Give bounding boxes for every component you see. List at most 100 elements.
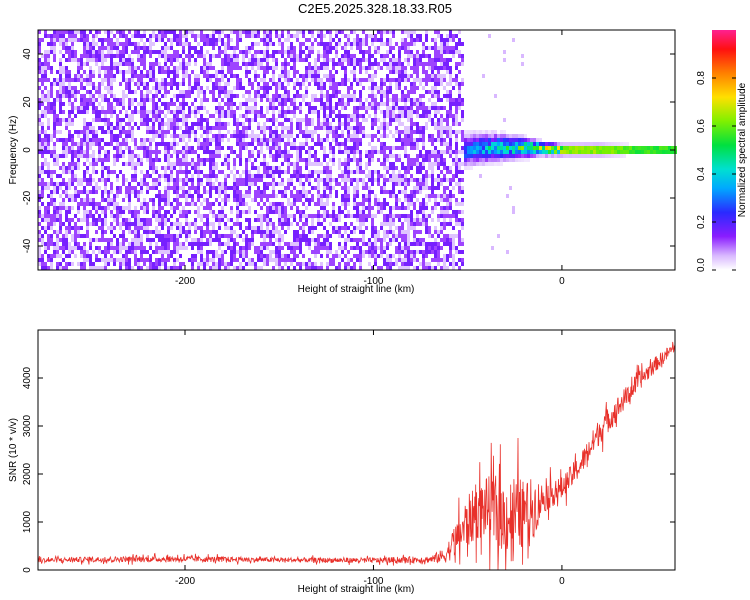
heatmap-cell: [323, 54, 326, 58]
heatmap-cell: [392, 170, 395, 174]
heatmap-cell: [146, 186, 149, 190]
heatmap-cell: [419, 126, 422, 130]
heatmap-cell: [218, 46, 221, 50]
heatmap-cell: [218, 258, 221, 262]
heatmap-cell: [194, 138, 197, 142]
heatmap-cell: [164, 202, 167, 206]
heatmap-cell: [371, 66, 374, 70]
heatmap-cell: [236, 66, 239, 70]
heatmap-cell: [248, 258, 251, 262]
heatmap-cell: [53, 114, 56, 118]
heatmap-cell: [167, 66, 170, 70]
heatmap-cell: [362, 114, 365, 118]
heatmap-cell: [65, 126, 68, 130]
heatmap-cell: [341, 106, 344, 110]
heatmap-cell: [266, 126, 269, 130]
heatmap-cell: [200, 66, 203, 70]
heatmap-cell: [248, 110, 251, 114]
heatmap-cell: [308, 202, 311, 206]
heatmap-cell: [410, 166, 413, 170]
heatmap-cell: [188, 50, 191, 54]
heatmap-cell: [152, 162, 155, 166]
heatmap-cell: [224, 86, 227, 90]
heatmap-cell: [326, 174, 329, 178]
heatmap-cell: [305, 102, 308, 106]
heatmap-cell: [170, 82, 173, 86]
heatmap-cell: [350, 126, 353, 130]
heatmap-cell: [146, 74, 149, 78]
heatmap-cell: [179, 246, 182, 250]
heatmap-cell: [416, 122, 419, 126]
heatmap-cell: [68, 230, 71, 234]
heatmap-cell: [209, 238, 212, 242]
heatmap-cell: [371, 38, 374, 42]
heatmap-cell: [254, 230, 257, 234]
heatmap-cell: [98, 178, 101, 182]
heatmap-cell: [182, 206, 185, 210]
heatmap-cell: [158, 182, 161, 186]
heatmap-cell: [59, 90, 62, 94]
heatmap-cell: [236, 82, 239, 86]
heatmap-cell: [326, 266, 329, 270]
heatmap-cell: [59, 206, 62, 210]
heatmap-cell: [128, 98, 131, 102]
heatmap-cell: [263, 158, 266, 162]
heatmap-cell: [146, 94, 149, 98]
heatmap-cell: [338, 114, 341, 118]
heatmap-cell: [380, 94, 383, 98]
heatmap-cell: [251, 226, 254, 230]
heatmap-cell: [314, 66, 317, 70]
heatmap-cell: [356, 62, 359, 66]
heatmap-cell: [155, 58, 158, 62]
heatmap-cell: [353, 230, 356, 234]
heatmap-cell: [68, 82, 71, 86]
heatmap-cell: [371, 178, 374, 182]
heatmap-cell: [251, 162, 254, 166]
heatmap-cell: [209, 182, 212, 186]
heatmap-cell: [326, 106, 329, 110]
heatmap-cell: [362, 194, 365, 198]
heatmap-cell: [269, 174, 272, 178]
heatmap-cell: [317, 234, 320, 238]
heatmap-cell: [344, 238, 347, 242]
heatmap-cell: [44, 94, 47, 98]
heatmap-cell: [71, 174, 74, 178]
heatmap-cell: [233, 74, 236, 78]
heatmap-cell: [233, 250, 236, 254]
heatmap-cell: [227, 226, 230, 230]
heatmap-cell: [362, 182, 365, 186]
heatmap-cell: [254, 210, 257, 214]
heatmap-cell: [242, 142, 245, 146]
heatmap-cell: [281, 194, 284, 198]
heatmap-cell: [50, 254, 53, 258]
heatmap-cell: [290, 42, 293, 46]
heatmap-cell: [266, 162, 269, 166]
heatmap-cell: [182, 194, 185, 198]
heatmap-cell: [77, 78, 80, 82]
heatmap-cell: [128, 62, 131, 66]
heatmap-cell: [284, 254, 287, 258]
heatmap-cell: [389, 178, 392, 182]
heatmap-cell: [53, 98, 56, 102]
heatmap-cell: [80, 190, 83, 194]
heatmap-cell: [248, 194, 251, 198]
heatmap-cell: [74, 166, 77, 170]
heatmap-cell: [326, 118, 329, 122]
heatmap-cell: [176, 202, 179, 206]
heatmap-cell: [149, 118, 152, 122]
heatmap-cell: [314, 82, 317, 86]
heatmap-cell: [422, 130, 425, 134]
heatmap-cell: [182, 98, 185, 102]
heatmap-cell: [68, 250, 71, 254]
heatmap-cell: [419, 130, 422, 134]
heatmap-cell: [41, 242, 44, 246]
heatmap-cell: [197, 94, 200, 98]
heatmap-cell: [173, 134, 176, 138]
heatmap-cell: [422, 86, 425, 90]
heatmap-cell: [68, 198, 71, 202]
heatmap-cell: [230, 46, 233, 50]
heatmap-cell: [173, 178, 176, 182]
heatmap-cell: [335, 46, 338, 50]
heatmap-cell: [299, 266, 302, 270]
heatmap-cell: [224, 214, 227, 218]
